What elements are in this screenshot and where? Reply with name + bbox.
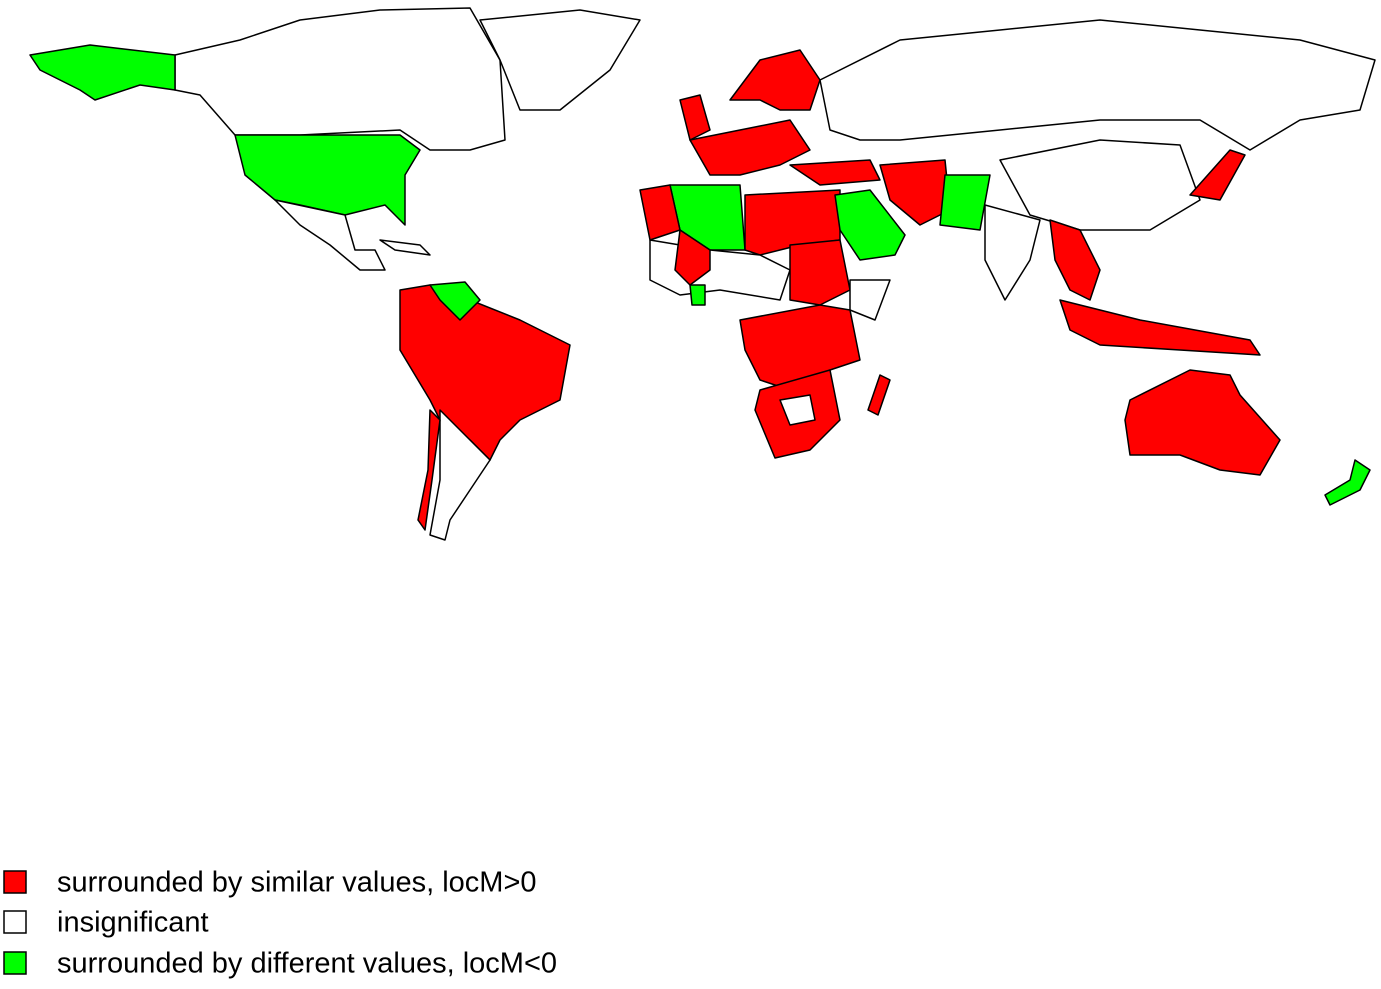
alaska — [29, 44, 176, 101]
greenland — [479, 9, 641, 111]
guyana — [429, 281, 481, 321]
horn-of-africa — [849, 279, 891, 321]
indonesia — [1059, 299, 1261, 356]
southeast-asia — [1049, 219, 1101, 301]
india — [984, 204, 1041, 301]
cuba — [379, 239, 431, 256]
uk — [679, 94, 711, 141]
south-america-north — [399, 284, 571, 461]
chile — [417, 409, 441, 531]
western-europe — [689, 119, 811, 176]
legend-label: surrounded by similar values, locM>0 — [57, 867, 537, 899]
iran — [879, 159, 951, 226]
russia — [819, 19, 1376, 151]
legend-swatch — [3, 951, 27, 975]
legend-swatch — [3, 870, 27, 894]
turkey — [789, 159, 881, 186]
canada — [174, 7, 506, 151]
legend: surrounded by similar values, locM>0 insi… — [3, 867, 557, 980]
legend-label: surrounded by different values, locM<0 — [57, 948, 557, 980]
madagascar — [867, 374, 891, 416]
japan — [1189, 149, 1246, 201]
saudi-arabia — [834, 189, 906, 261]
scandinavia — [729, 49, 821, 111]
central-africa — [739, 304, 861, 391]
china — [999, 139, 1201, 231]
ghana — [689, 284, 706, 306]
legend-label: insignificant — [57, 907, 209, 939]
usa — [234, 134, 421, 226]
countries — [29, 7, 1376, 541]
mexico — [274, 199, 386, 271]
sudan — [789, 239, 851, 306]
australia — [1124, 369, 1281, 476]
legend-swatch — [3, 910, 27, 934]
west-africa — [674, 229, 711, 286]
new-zealand — [1324, 459, 1371, 506]
botswana — [779, 394, 816, 426]
pakistan — [939, 174, 991, 231]
argentina — [429, 409, 491, 541]
